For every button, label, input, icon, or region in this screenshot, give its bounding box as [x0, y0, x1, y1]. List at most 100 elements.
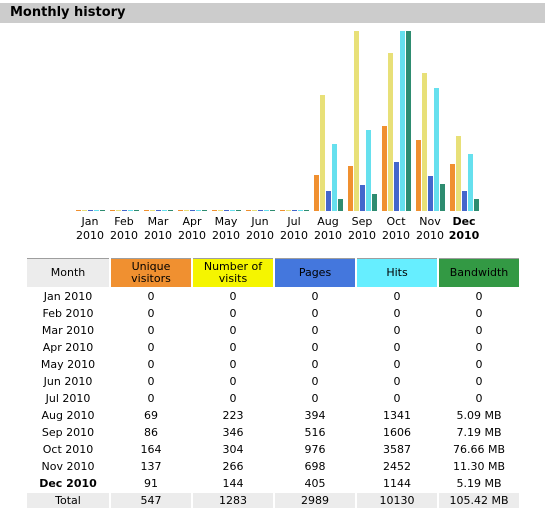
table-row: Aug 2010 69 223 394 1341 5.09 MB [27, 408, 519, 423]
table-row: Feb 2010 0 0 0 0 0 [27, 306, 519, 321]
hits-cell: 0 [393, 290, 401, 303]
month-cell: Jul 2010 [45, 392, 91, 405]
hits-cell: 0 [393, 375, 401, 388]
pages-cell: 0 [311, 341, 319, 354]
bar-jan-series-2 [82, 210, 87, 211]
bar-dec-series-3 [462, 191, 467, 211]
x-tick-label-month: Dec [452, 215, 475, 228]
visits-cell: 304 [222, 443, 244, 456]
month-column-header: Month [27, 258, 109, 287]
table-header-row: Month Unique visitors Number of visits P… [27, 258, 519, 287]
x-tick-label-year: 2010 [178, 229, 206, 242]
unique-visitors-cell: 0 [147, 375, 155, 388]
bar-oct-series-4 [400, 31, 405, 211]
monthly-stats-table: Month Unique visitors Number of visits P… [25, 256, 521, 510]
table-row: May 2010 0 0 0 0 0 [27, 357, 519, 372]
bar-dec-series-4 [468, 154, 473, 211]
month-cell: Feb 2010 [42, 307, 94, 320]
x-tick-label-year: 2010 [212, 229, 240, 242]
hits-column-header: Hits [357, 258, 437, 287]
bar-apr-series-4 [196, 210, 201, 211]
bar-jun-series-3 [258, 210, 263, 211]
bar-mar-series-2 [150, 210, 155, 211]
bar-sep-series-3 [360, 185, 365, 211]
bar-mar-series-1 [144, 210, 149, 211]
bar-may-series-2 [218, 210, 223, 211]
bar-aug-series-3 [326, 191, 331, 211]
bar-nov-series-1 [416, 140, 421, 211]
pages-cell: 516 [304, 426, 326, 439]
total-pages-cell: 2989 [275, 493, 355, 508]
bandwidth-cell: 5.09 MB [456, 409, 502, 422]
total-row: Total 547 1283 2989 10130 105.42 MB [27, 493, 519, 508]
bar-may-series-1 [212, 210, 217, 211]
bar-dec-series-2 [456, 136, 461, 211]
x-tick-label-year: 2010 [246, 229, 274, 242]
month-cell: Mar 2010 [41, 324, 95, 337]
bandwidth-cell: 0 [475, 290, 483, 303]
hits-cell: 0 [393, 341, 401, 354]
bar-mar-series-5 [168, 210, 173, 211]
x-tick-label-year: 2010 [280, 229, 308, 242]
visits-cell: 0 [229, 307, 237, 320]
bar-feb-series-4 [128, 210, 133, 211]
bandwidth-cell: 7.19 MB [456, 426, 502, 439]
bar-may-series-5 [236, 210, 241, 211]
bar-apr-series-3 [190, 210, 195, 211]
hits-cell: 0 [393, 392, 401, 405]
bar-jul-series-5 [304, 210, 309, 211]
bandwidth-cell: 0 [475, 392, 483, 405]
x-tick-label-month: Jan [81, 215, 99, 228]
section-title: Monthly history [10, 5, 126, 20]
bandwidth-cell: 0 [475, 358, 483, 371]
bandwidth-cell: 0 [475, 324, 483, 337]
bar-oct-series-3 [394, 162, 399, 211]
month-cell: Jan 2010 [43, 290, 93, 303]
x-tick-label-month: Feb [114, 215, 133, 228]
visits-cell: 0 [229, 324, 237, 337]
hits-cell: 0 [393, 358, 401, 371]
hits-cell: 2452 [383, 460, 411, 473]
x-tick-label-month: Jul [286, 215, 300, 228]
table-row: Mar 2010 0 0 0 0 0 [27, 323, 519, 338]
pages-cell: 0 [311, 290, 319, 303]
pages-cell: 0 [311, 324, 319, 337]
x-tick-label-year: 2010 [110, 229, 138, 242]
bar-oct-series-1 [382, 126, 387, 211]
bar-apr-series-5 [202, 210, 207, 211]
bar-dec-series-5 [474, 199, 479, 211]
unique-visitors-cell: 137 [140, 460, 162, 473]
hits-cell: 0 [393, 307, 401, 320]
x-tick-label-year: 2010 [76, 229, 104, 242]
bar-feb-series-3 [122, 210, 127, 211]
bar-may-series-4 [230, 210, 235, 211]
visits-cell: 0 [229, 375, 237, 388]
pages-cell: 0 [311, 375, 319, 388]
bar-oct-series-5 [406, 31, 411, 211]
visits-column-header: Number of visits [193, 258, 273, 287]
x-tick-label-year: 2010 [382, 229, 410, 242]
bandwidth-column-header: Bandwidth [439, 258, 519, 287]
x-tick-label-month: Mar [148, 215, 169, 228]
bar-jun-series-4 [264, 210, 269, 211]
table-row: Sep 2010 86 346 516 1606 7.19 MB [27, 425, 519, 440]
month-cell: Aug 2010 [41, 409, 95, 422]
bandwidth-cell: 0 [475, 375, 483, 388]
bar-jul-series-1 [280, 210, 285, 211]
visits-cell: 346 [222, 426, 244, 439]
x-tick-label-month: Apr [182, 215, 202, 228]
month-cell: May 2010 [40, 358, 96, 371]
bandwidth-cell: 0 [475, 307, 483, 320]
visits-cell: 144 [222, 477, 244, 490]
bar-jul-series-4 [298, 210, 303, 211]
month-cell: Oct 2010 [42, 443, 94, 456]
table-row: Dec 2010 91 144 405 1144 5.19 MB [27, 476, 519, 491]
bar-apr-series-1 [178, 210, 183, 211]
table-row: Nov 2010 137 266 698 2452 11.30 MB [27, 459, 519, 474]
month-cell: Nov 2010 [41, 460, 95, 473]
bar-jun-series-5 [270, 210, 275, 211]
bandwidth-cell: 11.30 MB [452, 460, 506, 473]
unique-visitors-column-header: Unique visitors [111, 258, 191, 287]
unique-visitors-cell: 0 [147, 290, 155, 303]
unique-visitors-cell: 0 [147, 324, 155, 337]
